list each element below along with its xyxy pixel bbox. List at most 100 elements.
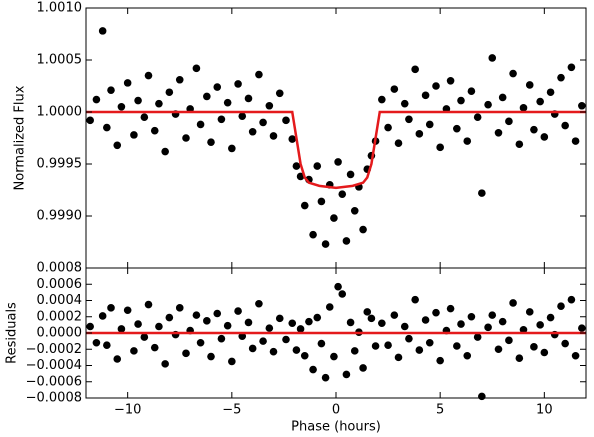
data-point: [494, 129, 503, 137]
y-tick-label: 1.0005: [37, 53, 83, 68]
data-point: [321, 240, 330, 248]
data-point: [498, 317, 507, 326]
data-point: [411, 295, 419, 304]
y-tick-label: 1.0010: [37, 1, 83, 16]
data-point: [378, 319, 386, 328]
y-axis-label: Normalized Flux: [13, 85, 28, 190]
data-point: [473, 333, 482, 341]
data-point: [123, 79, 132, 87]
data-point: [567, 63, 576, 72]
data-point: [313, 313, 322, 322]
data-point: [515, 354, 524, 362]
x-tick-label: 0: [332, 403, 340, 418]
x-tick-label: 10: [536, 403, 553, 418]
data-point: [467, 312, 476, 321]
data-point: [567, 295, 576, 304]
data-point: [244, 318, 253, 327]
data-point: [161, 147, 169, 156]
data-point: [207, 352, 215, 361]
data-point: [405, 334, 413, 343]
plot-area: [86, 8, 586, 268]
data-point: [92, 95, 101, 104]
data-point: [561, 339, 569, 348]
data-point: [223, 321, 232, 330]
data-point: [400, 322, 409, 331]
data-point: [330, 352, 338, 361]
data-point: [98, 312, 107, 320]
data-point: [130, 347, 138, 355]
data-point: [378, 95, 386, 104]
x-tick-label: −5: [222, 403, 241, 418]
data-point: [313, 162, 322, 170]
data-point: [192, 64, 201, 73]
y-tick-label: −0.0002: [26, 342, 82, 357]
data-point: [144, 71, 153, 80]
data-point: [300, 351, 309, 360]
data-point: [203, 317, 211, 325]
data-point: [473, 113, 482, 121]
data-point: [561, 121, 569, 130]
data-point: [182, 349, 190, 358]
data-point: [367, 314, 376, 323]
data-point: [478, 392, 486, 401]
y-tick-label: 0.9995: [37, 157, 83, 172]
data-point: [400, 99, 409, 108]
data-point: [557, 73, 565, 82]
data-point: [292, 346, 301, 354]
data-point: [269, 132, 278, 140]
y-tick-label: 0.0008: [37, 261, 83, 276]
data-point: [223, 98, 232, 107]
x-tick-label: 5: [436, 403, 444, 418]
data-point: [107, 86, 115, 94]
data-point: [346, 170, 355, 179]
data-point: [478, 189, 486, 197]
data-point: [505, 336, 513, 345]
data-point: [498, 93, 507, 102]
data-point: [213, 83, 222, 91]
data-point: [421, 316, 430, 324]
data-point: [155, 322, 163, 331]
data-point: [123, 306, 132, 315]
data-point: [309, 230, 317, 239]
data-point: [238, 332, 247, 341]
y-tick-label: 0.0006: [37, 277, 83, 292]
data-point: [394, 353, 403, 362]
data-point: [342, 370, 351, 379]
data-point: [150, 126, 159, 135]
data-point: [288, 319, 297, 328]
data-point: [296, 325, 305, 333]
data-point: [321, 373, 330, 382]
data-point: [390, 311, 399, 319]
data-point: [557, 302, 565, 310]
data-point: [540, 348, 549, 357]
data-point: [296, 172, 305, 181]
data-point: [113, 355, 122, 363]
data-point: [265, 101, 274, 110]
data-point: [334, 282, 342, 291]
y-tick-label: −0.0006: [26, 374, 82, 389]
data-point: [228, 357, 236, 366]
data-point: [103, 341, 111, 349]
data-point: [282, 116, 290, 125]
data-point: [113, 141, 122, 150]
y-axis-label: Residuals: [5, 302, 20, 364]
data-point: [488, 54, 497, 62]
data-point: [338, 190, 347, 198]
data-point: [161, 360, 169, 368]
data-point: [530, 125, 538, 134]
data-point: [519, 104, 528, 112]
data-point: [140, 333, 149, 341]
data-point: [217, 115, 226, 124]
data-point: [244, 94, 253, 103]
data-point: [359, 364, 367, 372]
data-point: [175, 304, 184, 312]
data-point: [117, 325, 126, 333]
data-point: [484, 100, 492, 109]
data-point: [457, 320, 465, 328]
data-point: [234, 80, 242, 88]
data-point: [467, 87, 476, 95]
data-point: [140, 113, 149, 121]
data-point: [546, 88, 555, 97]
data-point: [228, 144, 236, 153]
